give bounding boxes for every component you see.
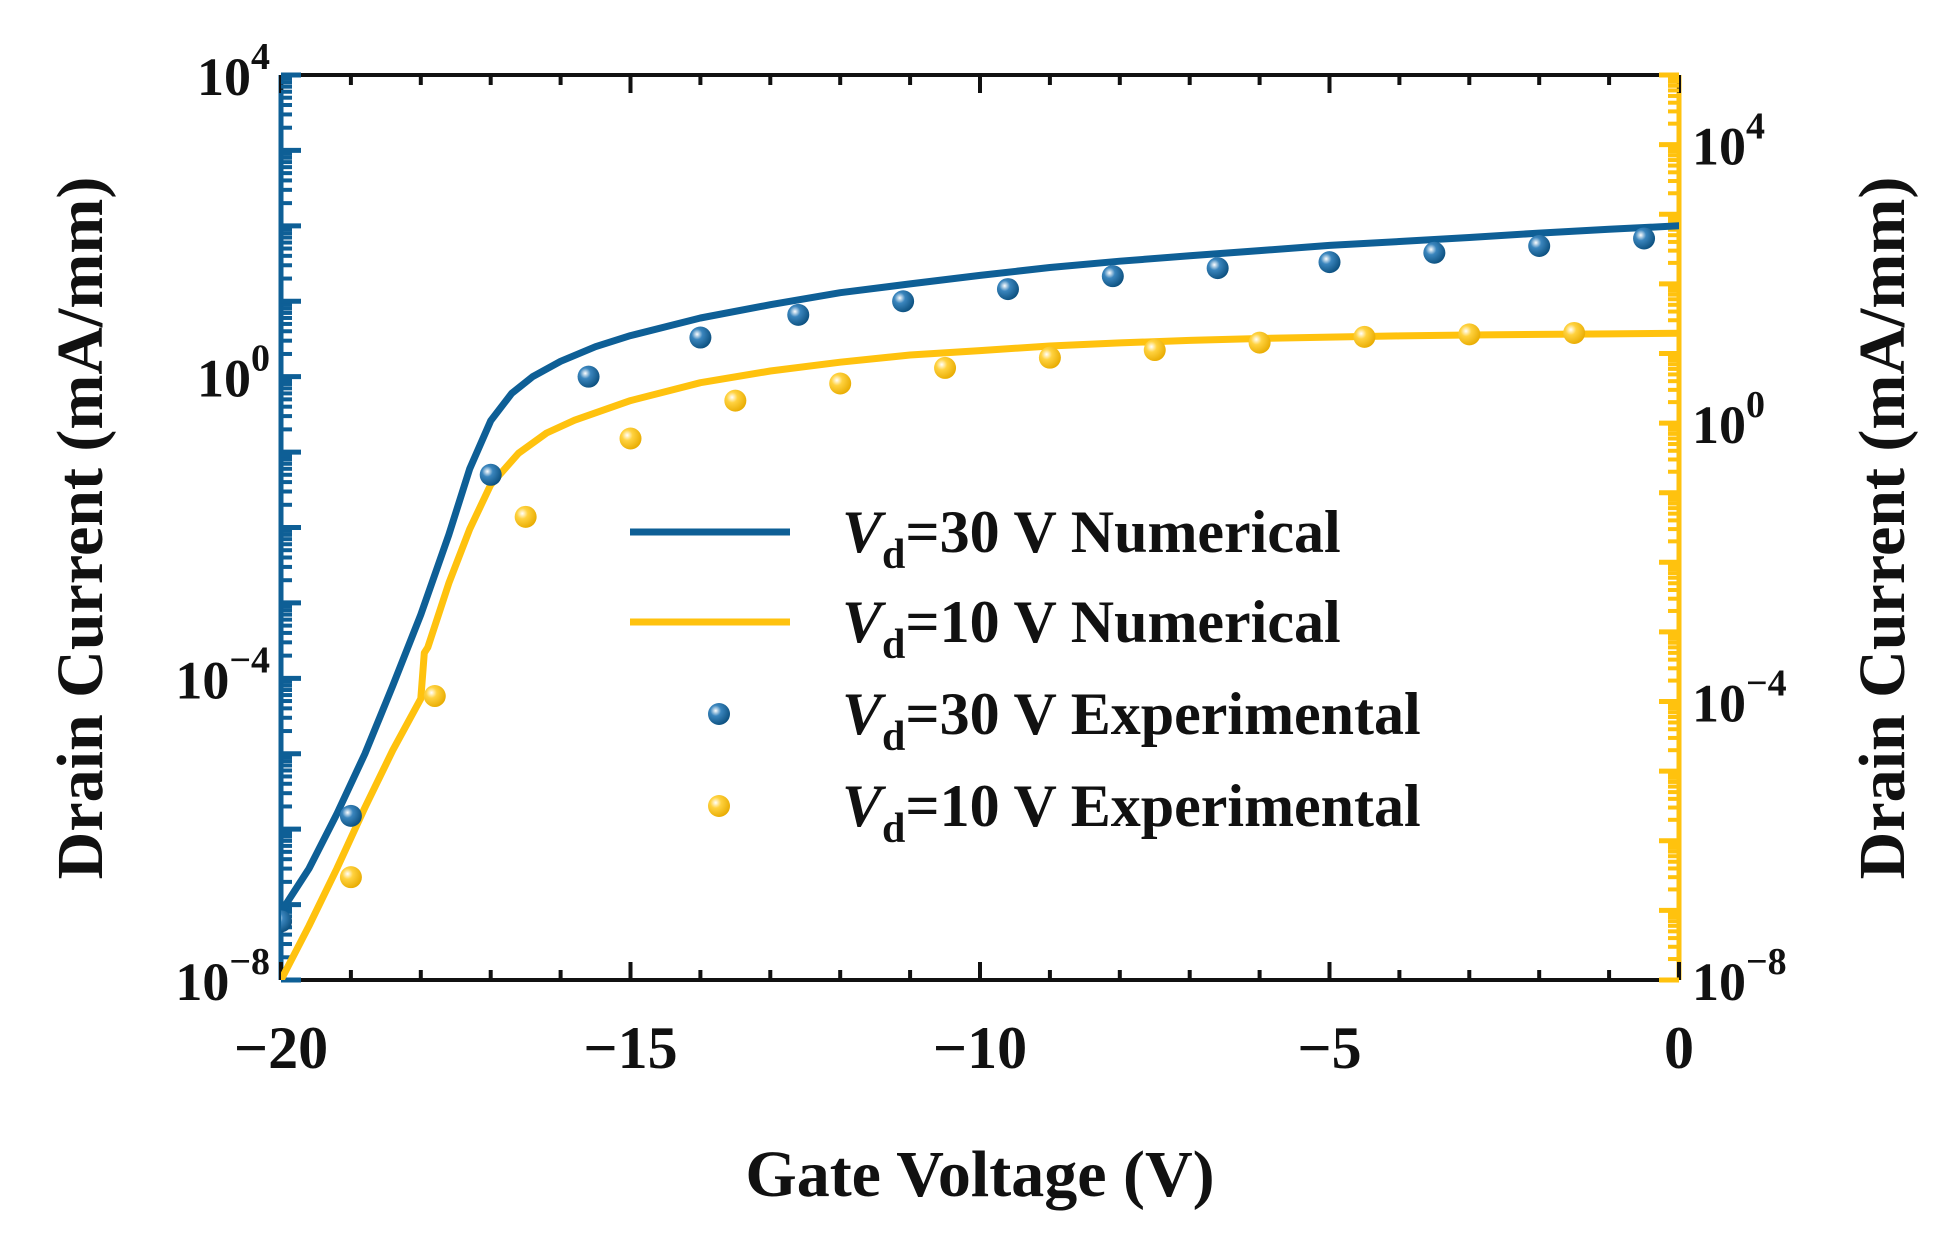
y-left-tick-label: 100	[197, 338, 270, 409]
axis-ticks	[279, 72, 1681, 983]
series-point-2	[1101, 265, 1124, 288]
legend-entry-label: Vd=30 V Numerical	[842, 499, 1341, 578]
x-tick-label: −10	[933, 1015, 1027, 1081]
series-point-3	[514, 505, 537, 528]
y-right-tick-label: 100	[1692, 384, 1765, 455]
legend-marker-swatch	[708, 703, 730, 725]
series-point-2	[479, 463, 502, 486]
x-axis-title: Gate Voltage (V)	[745, 1138, 1214, 1211]
y-right-tick-label: 104	[1692, 106, 1765, 177]
series-point-3	[619, 427, 642, 450]
series-point-3	[1458, 323, 1481, 346]
series-point-3	[423, 685, 446, 708]
series-point-3	[829, 372, 852, 395]
y-axis-title-right: Drain Current (mA/mm)	[1846, 177, 1919, 880]
series-point-2	[996, 278, 1019, 301]
series-point-2	[1318, 251, 1341, 274]
x-tick-label: −20	[234, 1015, 328, 1081]
series-line-1	[281, 329, 1679, 980]
series-line-0	[281, 222, 1679, 916]
series-point-2	[1528, 235, 1551, 258]
series-point-3	[339, 866, 362, 889]
series-point-2	[281, 910, 292, 933]
y-left-tick-label: 10−8	[175, 941, 270, 1012]
legend-entry-label: Vd=30 V Experimental	[842, 681, 1421, 760]
series-point-3	[724, 389, 747, 412]
y-left-tick-label: 104	[197, 36, 270, 107]
y-right-tick-label: 10−4	[1692, 663, 1787, 734]
series-point-3	[934, 356, 957, 379]
tick-labels: −20 −15 −10 −5 0 104 100 10−4 10−8 104 100 10−4 10−8	[175, 36, 1786, 1081]
legend-marker-swatch	[708, 795, 730, 817]
series-point-2	[577, 365, 600, 388]
data-series	[281, 222, 1679, 980]
series-point-3	[1038, 346, 1061, 369]
x-tick-label: 0	[1664, 1015, 1694, 1081]
series-point-3	[1143, 339, 1166, 362]
y-axis-title-left: Drain Current (mA/mm)	[44, 177, 117, 880]
series-point-3	[1563, 321, 1586, 344]
legend-entry-label: Vd=10 V Experimental	[842, 773, 1421, 852]
series-point-2	[1206, 257, 1229, 280]
x-tick-label: −5	[1297, 1015, 1361, 1081]
series-point-3	[1353, 325, 1376, 348]
series-point-2	[787, 303, 810, 326]
y-right-tick-label: 10−8	[1692, 941, 1787, 1012]
x-tick-label: −15	[583, 1015, 677, 1081]
y-left-tick-label: 10−4	[175, 639, 270, 710]
legend-entry-label: Vd=10 V Numerical	[842, 589, 1341, 668]
series-point-3	[1248, 331, 1271, 354]
series-point-2	[892, 290, 915, 313]
series-point-2	[1633, 227, 1656, 250]
series-point-2	[1423, 241, 1446, 264]
series-point-2	[689, 326, 712, 349]
series-point-2	[339, 804, 362, 827]
legend: Vd=30 V Numerical Vd=10 V Numerical Vd=30 …	[630, 499, 1421, 852]
